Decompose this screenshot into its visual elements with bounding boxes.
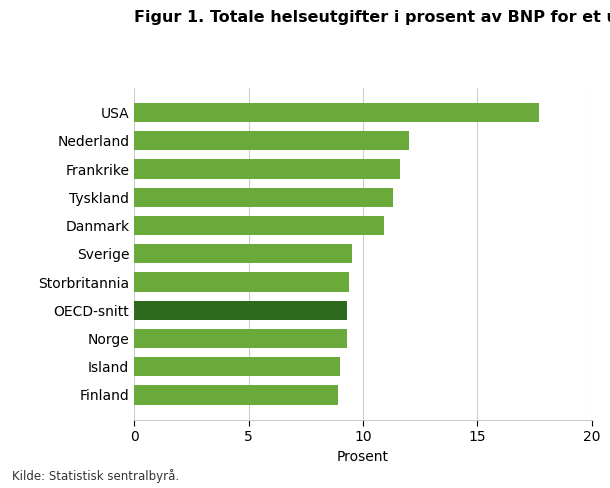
- Bar: [134, 244, 351, 264]
- Bar: [134, 329, 347, 348]
- Bar: [134, 301, 347, 320]
- X-axis label: Prosent: Prosent: [337, 449, 389, 464]
- Text: Kilde: Statistisk sentralbyrå.: Kilde: Statistisk sentralbyrå.: [12, 469, 179, 483]
- Bar: [134, 160, 400, 179]
- Bar: [134, 386, 338, 405]
- Text: Figur 1. Totale helseutgifter i prosent av BNP for et utvalg OECD-land i 2011: Figur 1. Totale helseutgifter i prosent …: [134, 10, 610, 25]
- Bar: [134, 216, 384, 235]
- Bar: [134, 131, 409, 150]
- Bar: [134, 103, 539, 122]
- Bar: [134, 272, 349, 292]
- Bar: [134, 357, 340, 376]
- Bar: [134, 188, 393, 207]
